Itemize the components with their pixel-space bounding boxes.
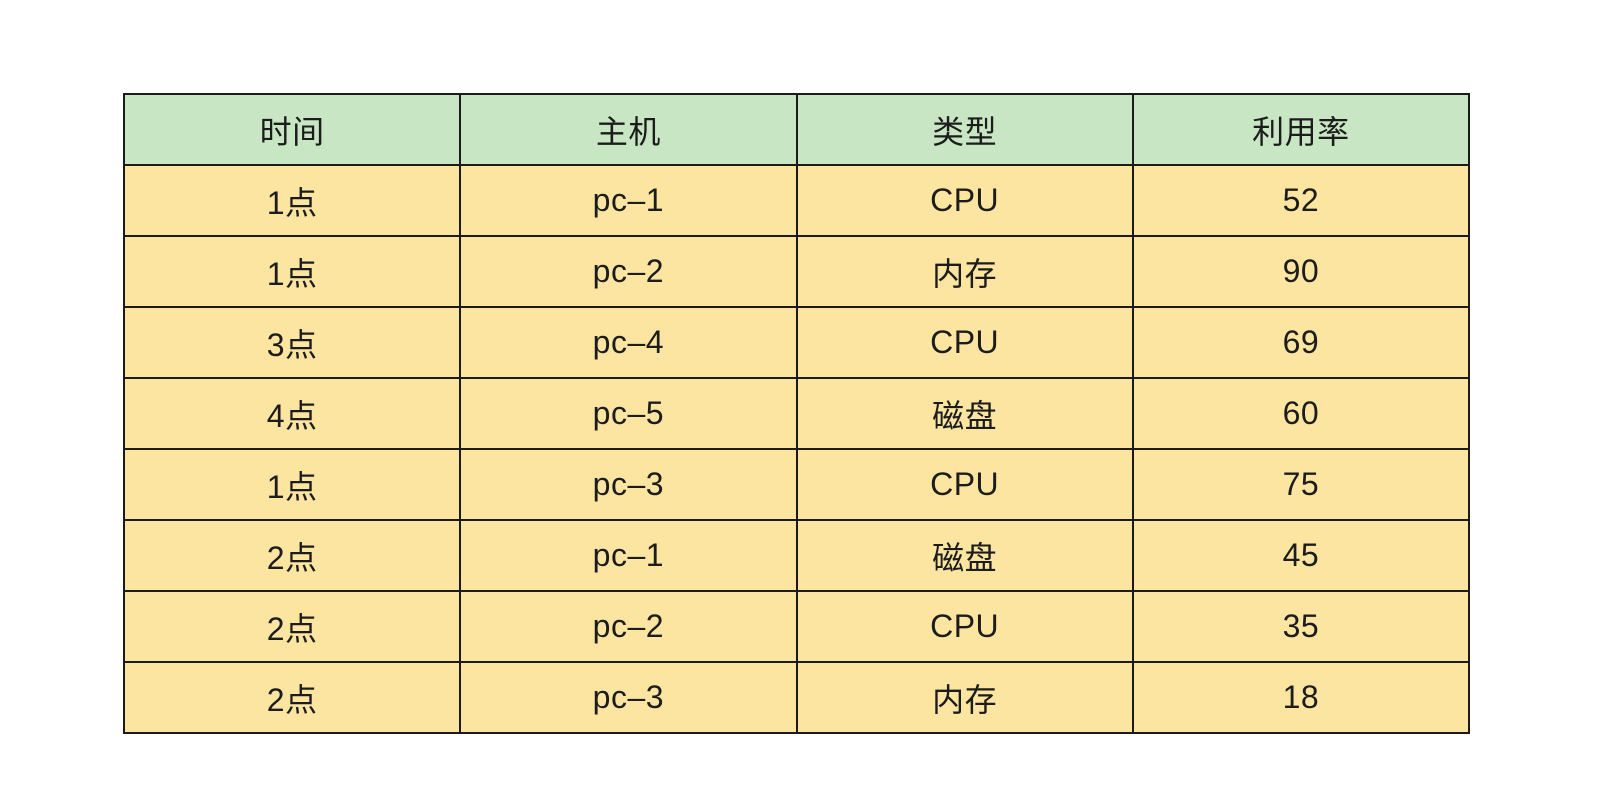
table-row: 1点 pc–2 内存 90 <box>122 235 1471 308</box>
cell-utilization: 69 <box>1131 306 1471 379</box>
cell-host: pc–1 <box>459 164 798 237</box>
utilization-table: 时间 主机 类型 利用率 1点 pc–1 CPU 52 1点 pc–2 内存 9 <box>122 93 1471 734</box>
cell-type: 磁盘 <box>795 377 1134 450</box>
cell-time: 1点 <box>122 235 462 308</box>
cell-type: CPU <box>795 164 1134 237</box>
cell-host: pc–3 <box>459 448 798 521</box>
utilization-table-container: 时间 主机 类型 利用率 1点 pc–1 CPU 52 1点 pc–2 内存 9 <box>122 93 1471 734</box>
cell-host: pc–4 <box>459 306 798 379</box>
cell-host: pc–2 <box>459 590 798 663</box>
cell-utilization: 90 <box>1131 235 1471 308</box>
cell-utilization: 45 <box>1131 519 1471 592</box>
cell-utilization: 18 <box>1131 661 1471 734</box>
table-body: 1点 pc–1 CPU 52 1点 pc–2 内存 90 3点 pc–4 CPU… <box>122 164 1471 734</box>
cell-type: CPU <box>795 590 1134 663</box>
header-time: 时间 <box>122 93 462 166</box>
cell-type: 内存 <box>795 235 1134 308</box>
header-utilization: 利用率 <box>1131 93 1471 166</box>
cell-host: pc–1 <box>459 519 798 592</box>
cell-time: 2点 <box>122 519 462 592</box>
table-row: 3点 pc–4 CPU 69 <box>122 306 1471 379</box>
header-host: 主机 <box>459 93 798 166</box>
cell-time: 1点 <box>122 164 462 237</box>
cell-type: CPU <box>795 448 1134 521</box>
cell-utilization: 75 <box>1131 448 1471 521</box>
table-row: 1点 pc–3 CPU 75 <box>122 448 1471 521</box>
table-row: 2点 pc–3 内存 18 <box>122 661 1471 734</box>
cell-time: 2点 <box>122 661 462 734</box>
cell-host: pc–2 <box>459 235 798 308</box>
header-type: 类型 <box>795 93 1134 166</box>
cell-host: pc–3 <box>459 661 798 734</box>
cell-utilization: 60 <box>1131 377 1471 450</box>
cell-time: 1点 <box>122 448 462 521</box>
table-row: 2点 pc–2 CPU 35 <box>122 590 1471 663</box>
cell-time: 4点 <box>122 377 462 450</box>
cell-type: 磁盘 <box>795 519 1134 592</box>
table-row: 4点 pc–5 磁盘 60 <box>122 377 1471 450</box>
cell-host: pc–5 <box>459 377 798 450</box>
table-header: 时间 主机 类型 利用率 <box>122 93 1471 166</box>
cell-utilization: 35 <box>1131 590 1471 663</box>
table-row: 1点 pc–1 CPU 52 <box>122 164 1471 237</box>
header-row: 时间 主机 类型 利用率 <box>122 93 1471 166</box>
cell-time: 3点 <box>122 306 462 379</box>
cell-type: CPU <box>795 306 1134 379</box>
cell-time: 2点 <box>122 590 462 663</box>
cell-utilization: 52 <box>1131 164 1471 237</box>
cell-type: 内存 <box>795 661 1134 734</box>
table-row: 2点 pc–1 磁盘 45 <box>122 519 1471 592</box>
